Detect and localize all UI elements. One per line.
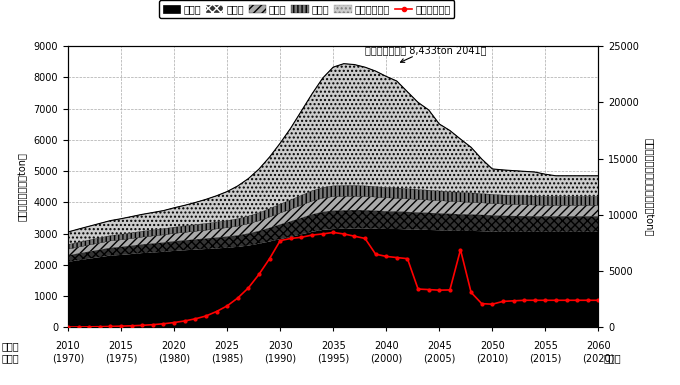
Text: 2025: 2025: [215, 341, 239, 351]
樹脂窓出荷量: [456, 248, 464, 252]
Text: (1990): (1990): [264, 354, 296, 364]
樹脂窓出荷量: [223, 304, 231, 308]
Text: (1980): (1980): [158, 354, 190, 364]
Text: 出荷量: 出荷量: [1, 354, 19, 364]
Text: （年）: （年）: [604, 354, 622, 364]
Text: (1985): (1985): [211, 354, 243, 364]
Text: (1970): (1970): [52, 354, 84, 364]
Text: (2010): (2010): [476, 354, 509, 364]
Text: 2040: 2040: [374, 341, 398, 351]
Text: (2015): (2015): [529, 354, 562, 364]
樹脂窓出荷量: [329, 230, 337, 235]
樹脂窓出荷量: [234, 296, 242, 300]
Text: 2055: 2055: [533, 341, 558, 351]
Text: (1975): (1975): [105, 354, 137, 364]
Text: 2060: 2060: [586, 341, 611, 351]
Y-axis label: 樹脂窓出荷量の年間出荷量（ton）: 樹脂窓出荷量の年間出荷量（ton）: [643, 137, 653, 236]
樹脂窓出荷量: [583, 298, 592, 303]
Text: 排出量: 排出量: [1, 341, 19, 351]
Legend: 札幌市, 旭川市, 函館市, 帯広市, その他の都市, 樹脂窓出荷量: 札幌市, 旭川市, 函館市, 帯広市, その他の都市, 樹脂窓出荷量: [159, 0, 454, 18]
Text: 2050: 2050: [480, 341, 505, 351]
Text: (2020): (2020): [582, 354, 615, 364]
Text: 2030: 2030: [268, 341, 292, 351]
Line: 樹脂窓出荷量: 樹脂窓出荷量: [67, 231, 600, 328]
樹脂窓出荷量: [594, 298, 602, 303]
Y-axis label: 樹脂窓の排出量（ton）: 樹脂窓の排出量（ton）: [18, 152, 28, 221]
Text: 2020: 2020: [162, 341, 186, 351]
Text: (1995): (1995): [317, 354, 350, 364]
樹脂窓出荷量: [181, 319, 189, 323]
Text: (2005): (2005): [423, 354, 456, 364]
Text: 排出量のピーク 8,433ton 2041年: 排出量のピーク 8,433ton 2041年: [365, 45, 486, 62]
樹脂窓出荷量: [64, 325, 72, 329]
樹脂窓出荷量: [424, 287, 432, 292]
Text: (2000): (2000): [370, 354, 403, 364]
Text: 2010: 2010: [56, 341, 80, 351]
Text: 2015: 2015: [109, 341, 133, 351]
Text: 2045: 2045: [427, 341, 452, 351]
Text: 2035: 2035: [321, 341, 345, 351]
